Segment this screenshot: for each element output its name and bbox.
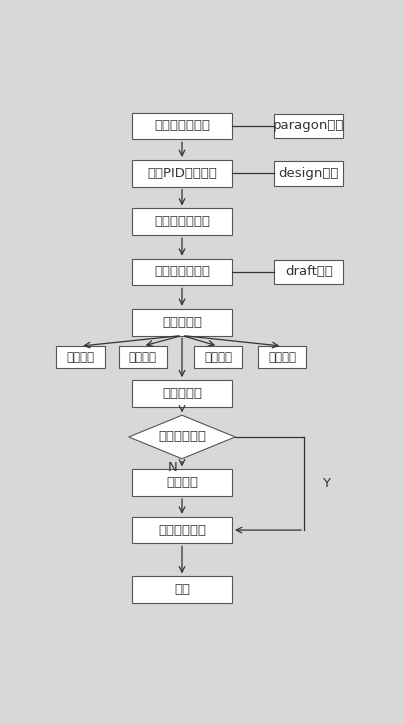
Text: design模块: design模块: [279, 167, 339, 180]
Bar: [132, 469, 232, 496]
Text: Y: Y: [322, 477, 330, 490]
Bar: [274, 114, 343, 138]
Text: N: N: [168, 460, 177, 473]
Text: 出分段图并标注: 出分段图并标注: [154, 266, 210, 279]
Bar: [119, 346, 167, 369]
Text: 生成材料清单: 生成材料清单: [158, 523, 206, 536]
Bar: [258, 346, 307, 369]
Bar: [56, 346, 105, 369]
Text: 是否为标准件: 是否为标准件: [158, 431, 206, 444]
Text: 建立标准数据库: 建立标准数据库: [154, 119, 210, 132]
Bar: [132, 517, 232, 544]
Bar: [132, 576, 232, 603]
Bar: [274, 161, 343, 185]
Text: 合并同类项: 合并同类项: [162, 316, 202, 329]
Text: 出零件图: 出零件图: [166, 476, 198, 489]
Text: 由焊缝智能分段: 由焊缝智能分段: [154, 215, 210, 228]
Text: paragon模块: paragon模块: [273, 119, 345, 132]
Bar: [132, 258, 232, 285]
Text: 根据PID三维建模: 根据PID三维建模: [147, 167, 217, 180]
Text: 坡口详图: 坡口详图: [204, 350, 232, 363]
Text: 输出: 输出: [174, 584, 190, 597]
Text: 管端零件图: 管端零件图: [162, 387, 202, 400]
Polygon shape: [129, 416, 235, 459]
Text: draft模块: draft模块: [285, 266, 333, 279]
Text: 对接详图: 对接详图: [268, 350, 296, 363]
Bar: [132, 160, 232, 187]
Bar: [132, 112, 232, 139]
Text: 开孔详图: 开孔详图: [66, 350, 94, 363]
Bar: [132, 308, 232, 335]
Bar: [274, 260, 343, 285]
Bar: [194, 346, 242, 369]
Text: 焊接详图: 焊接详图: [129, 350, 157, 363]
Bar: [132, 380, 232, 407]
Bar: [132, 209, 232, 235]
